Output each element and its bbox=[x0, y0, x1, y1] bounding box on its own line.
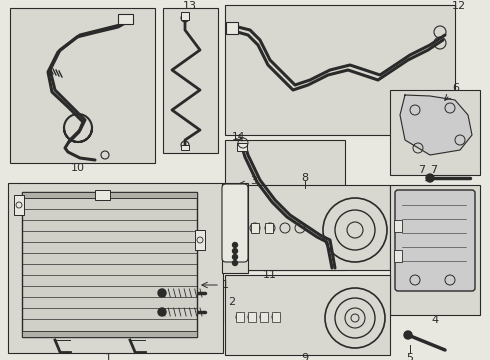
Polygon shape bbox=[400, 95, 472, 155]
Bar bbox=[10, 8, 155, 163]
Bar bbox=[226, 22, 238, 34]
Circle shape bbox=[426, 174, 434, 182]
Text: 1: 1 bbox=[104, 353, 112, 360]
Text: 7: 7 bbox=[430, 165, 437, 175]
Circle shape bbox=[158, 308, 166, 316]
Bar bbox=[390, 90, 480, 175]
Bar bbox=[260, 312, 268, 322]
Text: 3: 3 bbox=[250, 176, 257, 186]
Bar bbox=[251, 223, 259, 233]
Text: 13: 13 bbox=[183, 1, 197, 11]
Bar bbox=[22, 331, 197, 337]
Bar bbox=[207, 282, 223, 322]
Bar bbox=[225, 275, 390, 355]
Bar bbox=[394, 250, 402, 262]
Text: 14: 14 bbox=[232, 132, 245, 142]
Bar bbox=[237, 223, 245, 233]
Bar bbox=[8, 183, 223, 353]
FancyBboxPatch shape bbox=[222, 184, 248, 262]
Text: 2: 2 bbox=[228, 297, 235, 307]
Bar bbox=[265, 223, 273, 233]
Text: 11: 11 bbox=[263, 270, 277, 280]
Text: 10: 10 bbox=[71, 163, 85, 173]
Bar bbox=[181, 145, 189, 150]
Text: 12: 12 bbox=[452, 1, 466, 11]
Circle shape bbox=[232, 255, 238, 260]
Bar bbox=[272, 312, 280, 322]
Text: 5: 5 bbox=[407, 353, 414, 360]
FancyBboxPatch shape bbox=[395, 190, 475, 291]
Bar bbox=[222, 183, 248, 273]
Circle shape bbox=[232, 243, 238, 248]
Circle shape bbox=[404, 331, 412, 339]
Text: 8: 8 bbox=[301, 173, 309, 183]
Text: 4: 4 bbox=[431, 315, 439, 325]
Bar bbox=[248, 312, 256, 322]
Text: 1: 1 bbox=[222, 280, 229, 290]
Circle shape bbox=[232, 248, 238, 253]
Bar bbox=[181, 12, 189, 20]
Text: 9: 9 bbox=[301, 353, 309, 360]
Text: 6: 6 bbox=[452, 83, 459, 93]
Bar bbox=[225, 140, 345, 270]
Bar bbox=[22, 192, 197, 198]
Bar bbox=[390, 185, 480, 315]
Circle shape bbox=[232, 261, 238, 266]
Bar bbox=[195, 230, 205, 250]
Bar bbox=[95, 190, 110, 200]
Bar bbox=[237, 143, 247, 151]
Bar bbox=[22, 192, 197, 337]
Bar bbox=[118, 14, 133, 24]
Bar bbox=[14, 195, 24, 215]
Bar bbox=[225, 5, 455, 135]
Circle shape bbox=[158, 289, 166, 297]
Bar bbox=[394, 220, 402, 232]
Bar bbox=[225, 185, 390, 270]
Bar bbox=[236, 312, 244, 322]
Text: 7: 7 bbox=[418, 165, 425, 175]
Bar bbox=[163, 8, 218, 153]
